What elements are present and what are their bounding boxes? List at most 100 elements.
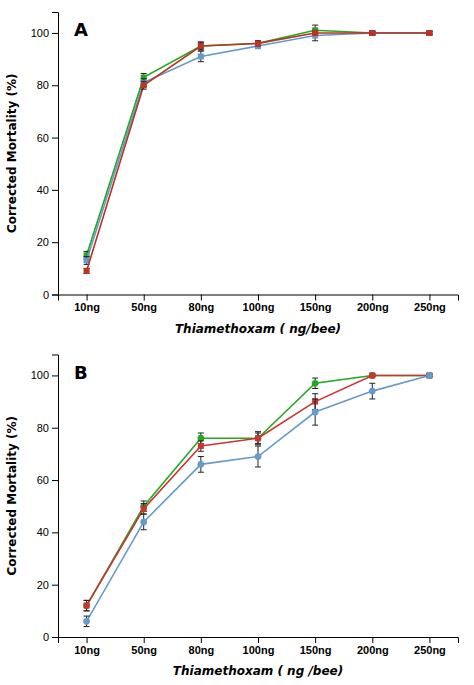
y-tick-label: 60 bbox=[37, 132, 49, 144]
error-bar bbox=[141, 81, 147, 89]
panel-label: A bbox=[74, 19, 88, 40]
x-tick-mark bbox=[372, 637, 373, 643]
marker bbox=[141, 506, 147, 512]
error-bar bbox=[198, 51, 204, 61]
x-tick-mark bbox=[258, 295, 259, 301]
x-axis: 10ng50ng80ng100ng150ng200ng250ng bbox=[59, 637, 459, 656]
error-bar bbox=[312, 378, 318, 388]
y-tick: 80 bbox=[37, 422, 58, 434]
y-tick: 40 bbox=[37, 184, 58, 196]
series bbox=[84, 372, 433, 610]
marker bbox=[426, 30, 432, 36]
x-tick-mark bbox=[87, 295, 88, 301]
y-tick-label: 20 bbox=[37, 236, 49, 248]
marker bbox=[426, 30, 432, 36]
x-tick: 200ng bbox=[357, 295, 389, 314]
marker bbox=[198, 43, 204, 49]
y-tick: 60 bbox=[37, 474, 58, 486]
y-tick: 20 bbox=[37, 579, 58, 591]
marker bbox=[84, 603, 90, 609]
y-axis-line bbox=[52, 355, 59, 638]
y-tick-mark bbox=[52, 85, 58, 86]
error-bar bbox=[198, 42, 204, 50]
x-axis-title: Thiamethoxam ( ng/bee) bbox=[175, 322, 341, 336]
panel: 10ng50ng80ng100ng150ng200ng250ng02040608… bbox=[5, 13, 459, 336]
x-tick: 100ng bbox=[243, 295, 275, 314]
y-tick-label: 80 bbox=[37, 79, 49, 91]
marker bbox=[83, 602, 90, 609]
y-axis-title: Corrected Mortality (%) bbox=[5, 73, 19, 233]
x-tick-label: 100ng bbox=[243, 301, 275, 313]
marker bbox=[198, 53, 204, 59]
marker bbox=[369, 388, 376, 395]
panel: 10ng50ng80ng100ng150ng200ng250ng02040608… bbox=[5, 355, 459, 678]
x-tick-mark bbox=[372, 295, 373, 301]
y-tick-label: 100 bbox=[31, 369, 49, 381]
error-bar bbox=[141, 514, 147, 530]
x-tick: 10ng bbox=[74, 295, 100, 314]
y-tick-label: 40 bbox=[37, 184, 49, 196]
x-axis-line bbox=[59, 638, 459, 644]
marker bbox=[197, 461, 204, 468]
error-bar bbox=[312, 25, 318, 35]
error-bar bbox=[255, 433, 261, 443]
marker bbox=[312, 380, 319, 387]
x-tick: 50ng bbox=[131, 637, 157, 656]
y-tick: 20 bbox=[37, 236, 58, 248]
error-bar bbox=[255, 41, 261, 46]
x-tick-label: 80ng bbox=[189, 644, 215, 656]
x-tick-mark bbox=[144, 295, 145, 301]
x-tick: 100ng bbox=[243, 637, 275, 656]
marker bbox=[141, 82, 147, 88]
x-tick-mark bbox=[315, 637, 316, 643]
error-bar bbox=[369, 383, 375, 399]
x-tick-label: 50ng bbox=[131, 301, 157, 313]
y-tick-label: 0 bbox=[43, 289, 49, 301]
y-tick: 0 bbox=[43, 631, 58, 643]
x-tick-mark bbox=[429, 637, 430, 643]
error-bar bbox=[198, 441, 204, 451]
x-tick-mark bbox=[201, 295, 202, 301]
x-tick-label: 150ng bbox=[300, 301, 332, 313]
x-tick-mark bbox=[201, 637, 202, 643]
error-bar bbox=[84, 268, 90, 273]
marker bbox=[312, 30, 318, 36]
x-tick-mark bbox=[144, 637, 145, 643]
marker bbox=[255, 40, 261, 46]
marker bbox=[426, 30, 432, 36]
x-tick: 80ng bbox=[189, 295, 215, 314]
marker bbox=[198, 43, 204, 49]
series-line bbox=[87, 375, 430, 605]
marker bbox=[369, 30, 375, 36]
error-bar bbox=[255, 446, 261, 467]
error-bar bbox=[312, 30, 318, 40]
x-axis-title: Thiamethoxam ( ng /bee) bbox=[173, 664, 343, 678]
series bbox=[83, 372, 433, 611]
x-tick-label: 80ng bbox=[189, 301, 215, 313]
marker bbox=[426, 372, 433, 379]
error-bar bbox=[84, 600, 90, 610]
series bbox=[84, 30, 433, 274]
marker bbox=[255, 40, 261, 46]
x-tick-label: 200ng bbox=[357, 644, 389, 656]
y-tick-label: 0 bbox=[43, 631, 49, 643]
y-tick: 80 bbox=[37, 79, 58, 91]
x-tick-mark bbox=[87, 637, 88, 643]
y-tick: 100 bbox=[31, 369, 58, 381]
y-tick: 40 bbox=[37, 526, 58, 538]
marker bbox=[140, 519, 147, 526]
marker bbox=[255, 453, 262, 460]
error-bar bbox=[255, 41, 261, 46]
series-line bbox=[87, 375, 430, 621]
error-bar bbox=[312, 399, 318, 425]
marker bbox=[83, 618, 90, 625]
y-axis-line bbox=[52, 13, 59, 296]
series bbox=[83, 372, 433, 626]
series-line bbox=[87, 30, 430, 255]
y-tick-mark bbox=[52, 532, 58, 533]
plot-area bbox=[84, 25, 433, 274]
error-bar bbox=[198, 457, 204, 473]
y-tick: 100 bbox=[31, 27, 58, 39]
panel-label: B bbox=[74, 362, 88, 383]
marker bbox=[369, 30, 375, 36]
